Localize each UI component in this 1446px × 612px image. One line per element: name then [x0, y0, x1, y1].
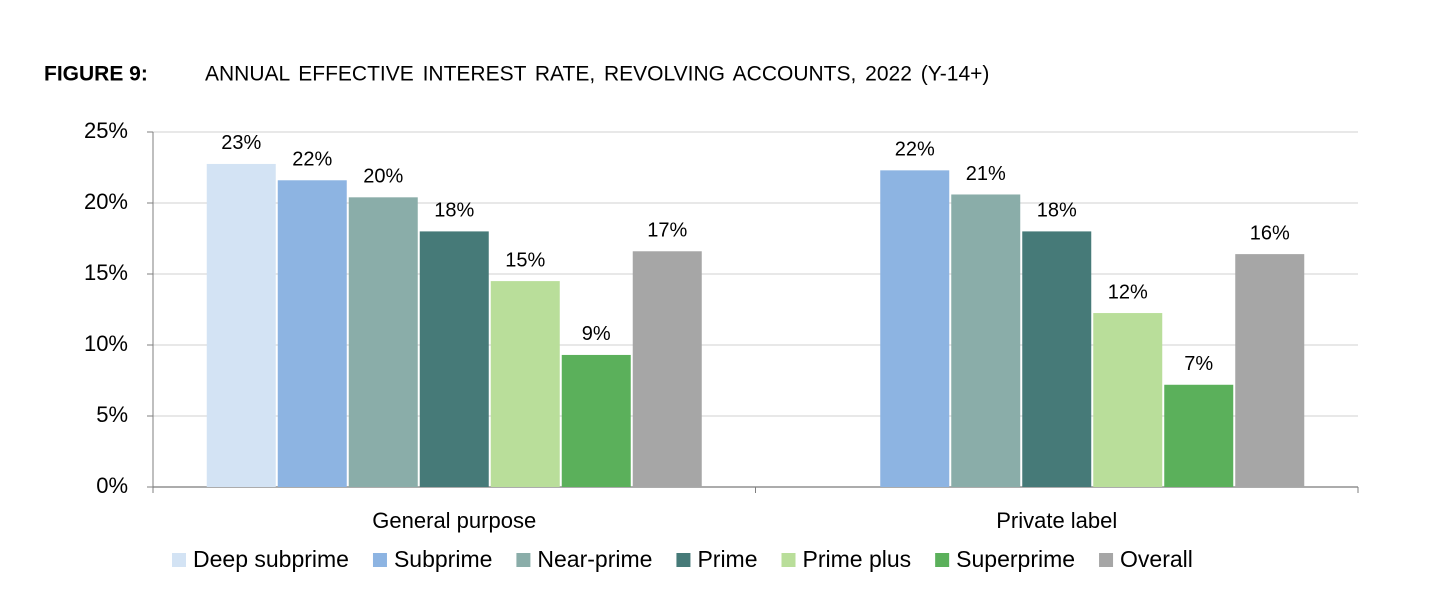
bar: [1164, 384, 1234, 487]
bar: [1235, 254, 1305, 487]
bar: [419, 231, 489, 487]
bar: [1022, 231, 1092, 487]
value-label: 23%: [221, 132, 261, 154]
legend-label: Prime plus: [803, 546, 912, 572]
value-label: 7%: [1184, 353, 1213, 375]
legend-label: Prime: [697, 546, 757, 572]
value-label: 15%: [505, 249, 545, 271]
x-tick-label: General purpose: [372, 508, 536, 533]
bar: [1093, 313, 1163, 487]
legend-label: Near-prime: [537, 546, 652, 572]
y-tick-label: 20%: [84, 189, 128, 214]
value-label: 22%: [895, 139, 935, 161]
x-tick-label: Private label: [996, 508, 1117, 533]
bar: [880, 170, 950, 487]
bar: [951, 194, 1021, 488]
value-label: 22%: [292, 149, 332, 171]
value-label: 18%: [434, 200, 474, 222]
bar: [277, 180, 347, 487]
bar: [632, 251, 702, 487]
legend-swatch: [1099, 553, 1114, 567]
bar: [348, 197, 418, 487]
figure-label: FIGURE 9:: [44, 63, 148, 86]
value-label: 17%: [647, 220, 687, 242]
y-tick-label: 25%: [84, 118, 128, 143]
value-label: 16%: [1250, 222, 1290, 244]
y-tick-label: 15%: [84, 260, 128, 285]
y-tick-label: 0%: [96, 473, 128, 498]
legend-swatch: [172, 553, 186, 567]
legend-swatch: [372, 553, 387, 567]
value-label: 12%: [1108, 281, 1148, 303]
value-label: 20%: [363, 166, 403, 188]
legend-label: Deep subprime: [193, 546, 349, 572]
y-tick-label: 10%: [84, 331, 128, 356]
bar: [561, 354, 631, 487]
legend-swatch: [935, 553, 950, 567]
bar: [490, 281, 560, 487]
legend-swatch: [676, 553, 691, 567]
chart-title: ANNUAL EFFECTIVE INTEREST RATE, REVOLVIN…: [205, 63, 989, 86]
y-tick-label: 5%: [96, 402, 128, 427]
legend-swatch: [781, 553, 796, 567]
legend-label: Superprime: [956, 546, 1075, 572]
value-label: 21%: [966, 163, 1006, 185]
legend-label: Overall: [1120, 546, 1193, 572]
legend-swatch: [516, 553, 531, 567]
legend-label: Subprime: [394, 546, 492, 572]
bar: [206, 163, 276, 487]
value-label: 18%: [1037, 200, 1077, 222]
value-label: 9%: [582, 323, 611, 345]
